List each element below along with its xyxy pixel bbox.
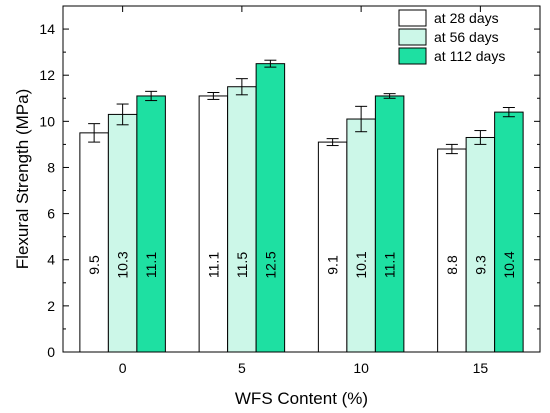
- x-axis: 0 5 10 15: [119, 6, 489, 376]
- bar: [437, 148, 467, 353]
- plot-frame: [62, 5, 541, 353]
- legend: at 28 days at 56 days at 112 days: [398, 9, 505, 65]
- data-label: 9.5: [86, 255, 102, 275]
- y-axis: 0 2 4 6 8 10 12 14: [39, 21, 540, 360]
- x-tick-label: 15: [473, 360, 489, 376]
- x-tick-label: 5: [238, 360, 246, 376]
- y-tick-label: 0: [47, 344, 55, 360]
- y-tick-label: 6: [47, 206, 55, 222]
- legend-swatch: [398, 9, 427, 27]
- y-tick-label: 14: [39, 21, 55, 37]
- legend-swatch: [398, 28, 427, 46]
- bar: [317, 141, 348, 353]
- data-label: 10.3: [115, 251, 131, 278]
- y-tick-label: 4: [47, 252, 55, 268]
- y-tick-label: 2: [47, 298, 55, 314]
- legend-label: at 112 days: [434, 48, 505, 64]
- data-label: 9.3: [472, 255, 488, 275]
- bar: [374, 95, 405, 353]
- data-label: 9.1: [325, 255, 341, 275]
- data-label: 11.1: [143, 252, 159, 278]
- bar: [79, 132, 109, 353]
- x-tick-label: 10: [353, 360, 369, 376]
- bars: 9.5 10.3 11.1 11.1 11.5 12.5 9.1 10.1 11.1 8.8 9.3…: [79, 59, 524, 353]
- legend-label: at 28 days: [434, 10, 499, 26]
- data-label: 11.1: [205, 252, 221, 278]
- y-tick-label: 8: [47, 159, 55, 175]
- data-label: 12.5: [262, 251, 278, 278]
- bar: [227, 86, 257, 353]
- data-label: 8.8: [444, 255, 460, 275]
- y-axis-label: Flexural Strength (MPa): [13, 89, 32, 269]
- data-label: 10.4: [501, 251, 517, 278]
- data-label: 11.5: [234, 252, 250, 278]
- bar: [107, 113, 138, 353]
- y-tick-label: 10: [39, 113, 55, 129]
- y-tick-label: 12: [39, 67, 55, 83]
- data-label: 10.1: [353, 251, 369, 278]
- bar: [346, 118, 376, 353]
- bar: [465, 136, 496, 353]
- x-axis-label: WFS Content (%): [235, 389, 368, 408]
- x-tick-label: 0: [119, 360, 127, 376]
- bar: [255, 63, 286, 353]
- legend-swatch: [398, 47, 427, 65]
- bar: [136, 95, 166, 353]
- bar: [494, 111, 524, 353]
- bar: [198, 95, 229, 353]
- data-label: 11.1: [382, 252, 398, 278]
- legend-label: at 56 days: [434, 29, 499, 45]
